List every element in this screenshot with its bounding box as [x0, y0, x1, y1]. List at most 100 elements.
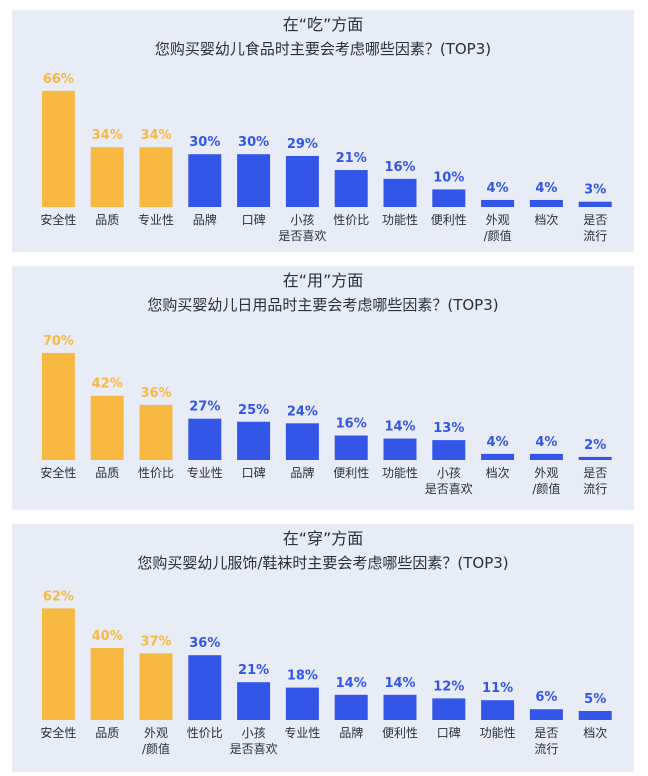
value-label: 14% [336, 676, 367, 691]
value-label: 18% [287, 669, 318, 684]
bar [529, 199, 563, 207]
category-label: 外观 [144, 726, 168, 740]
category-label: 品质 [95, 466, 119, 480]
value-label: 14% [384, 676, 415, 691]
value-label: 29% [287, 137, 318, 152]
value-label: 21% [238, 663, 269, 678]
bar [578, 456, 612, 460]
value-label: 12% [433, 679, 464, 694]
category-label: /颜值 [532, 481, 560, 496]
category-label: 口碑 [242, 465, 266, 480]
value-label: 62% [43, 589, 74, 604]
category-label: 功能性 [382, 213, 418, 227]
category-label: 功能性 [480, 726, 516, 740]
category-label: 便利性 [431, 213, 467, 227]
value-label: 27% [189, 400, 220, 415]
category-label: 是否 [583, 466, 607, 480]
value-label: 4% [487, 435, 509, 450]
value-label: 13% [433, 421, 464, 436]
chart-panel-eat: 在“吃”方面 您购买婴幼儿食品时主要会考虑哪些因素？(TOP3) 66% 安全性 34%… [12, 10, 634, 252]
bar [432, 440, 466, 460]
category-label: 小孩 [290, 213, 314, 227]
category-label: 外观 [534, 466, 558, 480]
category-label: 档次 [534, 213, 558, 227]
category-label: 安全性 [40, 725, 76, 740]
bar [139, 147, 173, 207]
value-label: 3% [584, 183, 606, 198]
chart-panel-wear: 在“穿”方面 您购买婴幼儿服饰/鞋袜时主要会考虑哪些因素？(TOP3) 62% 安全性… [12, 524, 634, 772]
bar [285, 423, 319, 460]
bar [41, 352, 75, 460]
value-label: 70% [43, 334, 74, 349]
bar [432, 189, 466, 207]
category-label: 是否喜欢 [278, 228, 326, 243]
value-label: 42% [92, 377, 123, 392]
value-label: 30% [189, 135, 220, 150]
category-label: 流行 [583, 482, 607, 496]
value-label: 6% [535, 690, 557, 705]
bar [529, 709, 563, 720]
category-label: 品牌 [193, 213, 217, 227]
category-label: 便利性 [333, 466, 369, 480]
category-label: 专业性 [284, 725, 320, 740]
value-label: 21% [336, 151, 367, 166]
bar [41, 608, 75, 720]
category-label: 品牌 [339, 726, 363, 740]
bar [481, 453, 515, 460]
category-label: 是否 [534, 726, 558, 740]
bar [285, 155, 319, 207]
bar [383, 694, 417, 720]
category-label: 安全性 [40, 212, 76, 227]
category-label: 性价比 [187, 726, 223, 740]
category-label: 小孩 [437, 466, 461, 480]
category-label: 功能性 [382, 466, 418, 480]
category-label: 小孩 [242, 726, 266, 740]
bar [237, 154, 271, 207]
bar [90, 147, 124, 207]
bar [237, 421, 271, 460]
category-label: 品质 [95, 213, 119, 227]
category-label: 口碑 [437, 725, 461, 740]
bar [432, 698, 466, 720]
category-label: 品质 [95, 726, 119, 740]
value-label: 66% [43, 72, 74, 87]
chart-panel-use: 在“用”方面 您购买婴幼儿日用品时主要会考虑哪些因素？(TOP3) 70% 安全性 42… [12, 266, 634, 510]
value-label: 10% [433, 170, 464, 185]
value-label: 34% [140, 128, 171, 143]
value-label: 40% [92, 629, 123, 644]
chart-subtitle: 您购买婴幼儿食品时主要会考虑哪些因素？(TOP3) [155, 40, 491, 58]
category-label: 性价比 [138, 466, 174, 480]
value-label: 4% [535, 181, 557, 196]
category-label: 档次 [583, 726, 607, 740]
bar [285, 687, 319, 720]
category-label: 外观 [486, 213, 510, 227]
chart-title: 在“用”方面 [283, 271, 364, 290]
bar [90, 648, 124, 720]
bar [334, 694, 368, 720]
value-label: 4% [487, 181, 509, 196]
category-label: 安全性 [40, 465, 76, 480]
bar [383, 438, 417, 460]
category-label: 专业性 [187, 465, 223, 480]
bar [578, 711, 612, 720]
category-label: 流行 [534, 742, 558, 756]
category-label: /颜值 [142, 741, 170, 756]
value-label: 30% [238, 135, 269, 150]
category-label: /颜值 [484, 228, 512, 243]
bar [237, 682, 271, 720]
value-label: 34% [92, 128, 123, 143]
value-label: 5% [584, 692, 606, 707]
value-label: 25% [238, 403, 269, 418]
bar [481, 700, 515, 720]
value-label: 37% [140, 634, 171, 649]
value-label: 24% [287, 404, 318, 419]
value-label: 14% [384, 420, 415, 435]
category-label: 口碑 [242, 212, 266, 227]
value-label: 16% [384, 160, 415, 175]
value-label: 4% [535, 435, 557, 450]
category-label: 便利性 [382, 726, 418, 740]
category-label: 流行 [583, 229, 607, 243]
